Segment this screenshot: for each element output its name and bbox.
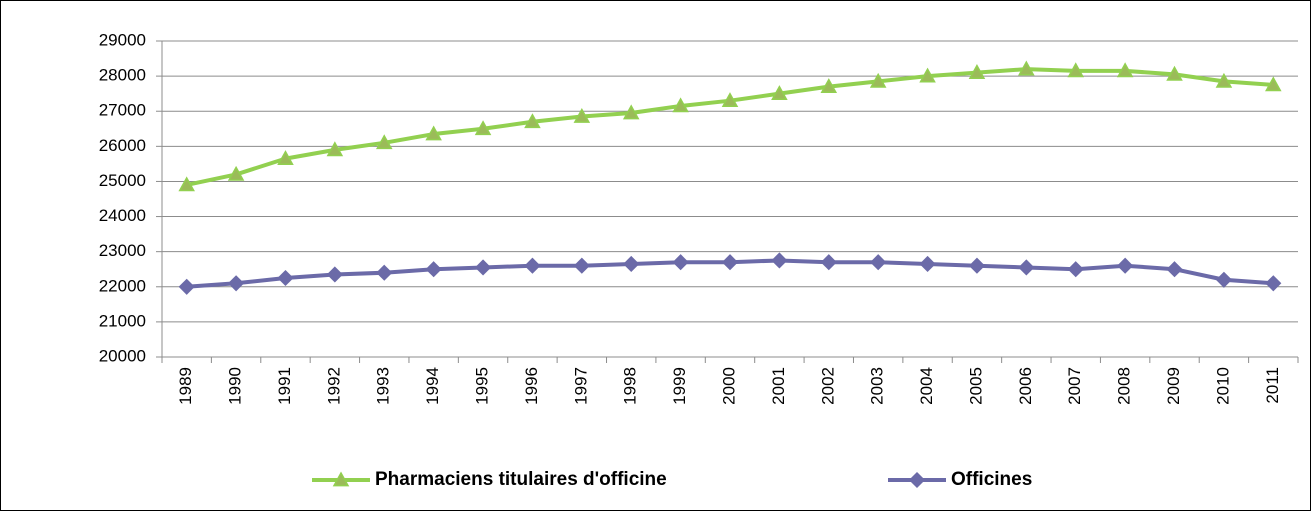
- data-point: [524, 257, 541, 274]
- x-tick-label: 1994: [423, 367, 442, 405]
- y-tick-label: 23000: [99, 241, 146, 260]
- x-tick-label: 1996: [522, 367, 541, 405]
- data-point: [721, 254, 739, 271]
- y-tick-label: 26000: [99, 136, 146, 155]
- data-point: [474, 259, 492, 276]
- x-tick-label: 1990: [226, 367, 245, 405]
- data-point: [277, 150, 294, 165]
- x-tick-label: 2006: [1016, 367, 1035, 405]
- x-tick-label: 1998: [621, 367, 640, 405]
- y-tick-label: 29000: [99, 30, 146, 49]
- x-tick-label: 1992: [324, 367, 343, 405]
- data-point: [227, 165, 245, 181]
- data-point: [1215, 271, 1232, 288]
- data-point: [425, 125, 442, 141]
- y-tick-label: 24000: [99, 206, 146, 225]
- data-point: [376, 264, 393, 281]
- data-point: [1018, 60, 1035, 76]
- data-point: [1067, 62, 1085, 78]
- x-tick-label: 1995: [473, 367, 492, 405]
- legend-label: Pharmaciens titulaires d'officine: [375, 469, 667, 490]
- data-point: [968, 64, 986, 79]
- x-tick-label: 2008: [1115, 367, 1134, 405]
- data-point: [672, 97, 689, 113]
- x-tick-label: 2005: [966, 367, 985, 405]
- legend-marker: [908, 471, 926, 489]
- data-point: [524, 113, 541, 129]
- data-point: [820, 78, 838, 93]
- data-point: [425, 261, 442, 278]
- data-point: [178, 278, 195, 295]
- data-point: [771, 85, 788, 101]
- y-tick-label: 27000: [99, 101, 146, 120]
- data-point: [820, 254, 837, 271]
- x-tick-label: 2011: [1263, 367, 1282, 404]
- data-point: [573, 107, 591, 123]
- data-point: [1215, 72, 1233, 88]
- data-point: [1116, 62, 1134, 78]
- x-tick-label: 1999: [670, 367, 689, 405]
- x-tick-label: 2002: [818, 367, 837, 405]
- x-tick-label: 2004: [917, 367, 936, 405]
- y-tick-label: 20000: [99, 346, 146, 365]
- x-tick-label: 1997: [571, 367, 590, 405]
- data-point: [869, 72, 887, 88]
- data-point: [968, 257, 986, 274]
- y-tick-label: 22000: [99, 276, 146, 295]
- data-point: [326, 141, 344, 157]
- data-point: [919, 67, 936, 83]
- x-tick-label: 1991: [275, 367, 294, 405]
- data-point: [623, 255, 640, 273]
- legend-label: Officines: [951, 469, 1032, 490]
- data-point: [375, 134, 393, 150]
- data-point: [326, 266, 343, 283]
- x-tick-label: 2000: [719, 367, 738, 405]
- x-tick-label: 2001: [769, 367, 788, 405]
- data-point: [771, 252, 788, 269]
- x-tick-label: 1989: [176, 367, 195, 405]
- x-tick-label: 1993: [374, 367, 393, 405]
- data-point: [919, 255, 936, 273]
- x-tick-label: 2007: [1065, 367, 1084, 405]
- x-tick-label: 2010: [1213, 367, 1232, 405]
- data-point: [622, 104, 640, 120]
- y-tick-label: 28000: [99, 66, 146, 85]
- data-point: [277, 269, 294, 287]
- data-point: [672, 254, 689, 271]
- data-point: [1166, 261, 1183, 278]
- data-point: [573, 257, 590, 274]
- x-tick-label: 2009: [1164, 367, 1183, 405]
- y-tick-label: 21000: [99, 311, 146, 330]
- data-point: [1166, 65, 1183, 81]
- data-point: [228, 275, 245, 292]
- legend-marker: [332, 471, 350, 487]
- data-point: [1067, 261, 1084, 278]
- y-tick-label: 25000: [99, 171, 146, 190]
- data-point: [1265, 76, 1282, 92]
- data-point: [1117, 257, 1134, 274]
- data-point: [1265, 275, 1282, 292]
- data-point: [178, 176, 195, 192]
- data-point: [1018, 259, 1035, 276]
- data-point: [474, 120, 492, 136]
- data-point: [870, 254, 887, 271]
- data-point: [721, 92, 739, 108]
- x-tick-label: 2003: [868, 367, 887, 405]
